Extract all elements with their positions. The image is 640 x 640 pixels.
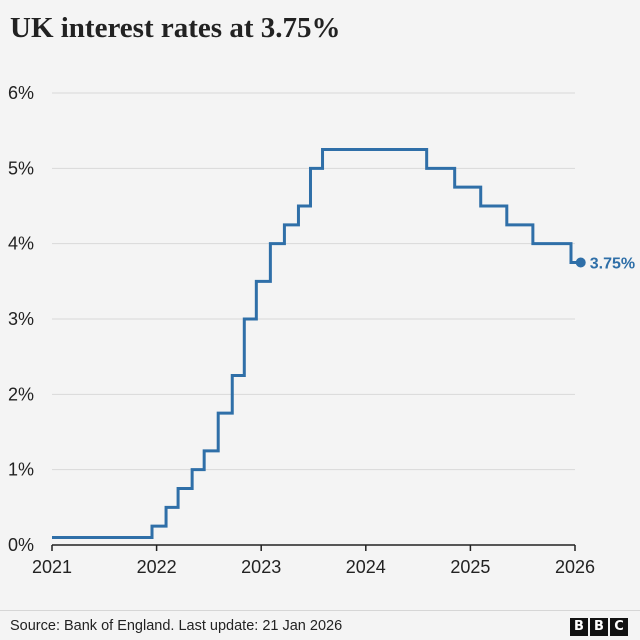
x-tick-label: 2021: [32, 557, 72, 577]
x-tick-label: 2024: [346, 557, 386, 577]
logo-letter: B: [590, 618, 608, 636]
end-marker: [575, 257, 586, 268]
x-tick-label: 2023: [241, 557, 281, 577]
bbc-logo: B B C: [570, 618, 628, 636]
footer-divider: [0, 610, 640, 611]
y-tick-label: 0%: [8, 535, 34, 555]
x-tick-label: 2025: [450, 557, 490, 577]
y-tick-label: 5%: [8, 158, 34, 178]
y-tick-label: 3%: [8, 309, 34, 329]
x-tick-label: 2026: [555, 557, 595, 577]
y-tick-label: 1%: [8, 460, 34, 480]
end-value-label: 3.75%: [590, 256, 635, 273]
logo-letter: B: [570, 618, 588, 636]
y-tick-label: 2%: [8, 384, 34, 404]
chart: 0% 1% 2% 3% 4% 5% 6% 2021 2022 2023 2024 2025 2026 3.…: [8, 83, 635, 577]
x-tick-label: 2022: [137, 557, 177, 577]
y-tick-label: 6%: [8, 83, 34, 103]
y-tick-label: 4%: [8, 234, 34, 254]
source-note: Source: Bank of England. Last update: 21…: [10, 618, 343, 634]
logo-letter: C: [610, 618, 628, 636]
chart-title: UK interest rates at 3.75%: [10, 12, 341, 44]
rate-line: [52, 148, 581, 539]
